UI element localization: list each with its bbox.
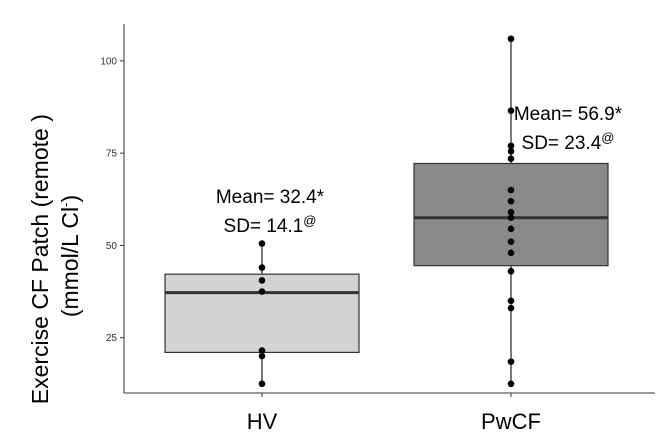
point-pwcf-11 — [507, 186, 515, 194]
annotation-sd-text-hv: SD= 14.1 — [224, 216, 304, 237]
point-pwcf-7 — [507, 225, 515, 233]
point-hv-3 — [258, 288, 266, 295]
point-pwcf-0 — [507, 380, 515, 388]
point-pwcf-9 — [507, 208, 515, 216]
annotation-sd-hv: SD= 14.1@ — [224, 213, 317, 237]
point-pwcf-5 — [507, 249, 515, 257]
point-pwcf-4 — [507, 267, 515, 275]
annotations: Mean= 32.4*SD= 14.1@Mean= 56.9*SD= 23.4@ — [216, 104, 623, 237]
point-pwcf-8 — [507, 214, 515, 222]
y-axis-title-line1: Exercise CF Patch (remote ) — [27, 114, 53, 404]
point-pwcf-3 — [507, 297, 515, 305]
point-hv-0 — [258, 380, 266, 388]
annotation-sd-superscript-hv: @ — [303, 213, 316, 228]
point-pwcf-2 — [507, 304, 515, 312]
axes — [123, 24, 655, 394]
y-tick-label-25: 25 — [106, 333, 118, 344]
y-axis-title-close: ) — [57, 195, 83, 203]
annotation-sd-text-pwcf: SD= 23.4 — [522, 133, 602, 154]
annotation-sd-pwcf: SD= 23.4@ — [522, 130, 615, 154]
annotation-mean-pwcf: Mean= 56.9* — [514, 104, 623, 125]
annotation-sd-superscript-pwcf: @ — [601, 130, 614, 145]
y-axis-title: Exercise CF Patch (remote ) (mmol/L Cl-) — [27, 108, 83, 405]
box-hv — [164, 273, 360, 354]
y-axis-title-line2: (mmol/L Cl-) — [57, 195, 83, 317]
point-pwcf-6 — [507, 238, 515, 246]
point-pwcf-13 — [507, 148, 515, 155]
point-pwcf-10 — [507, 197, 515, 205]
point-pwcf-14 — [507, 142, 515, 150]
box-pwcf — [413, 162, 609, 267]
point-hv-5 — [258, 264, 266, 271]
point-pwcf-12 — [507, 155, 515, 162]
x-tick-labels: HV PwCF — [247, 393, 541, 434]
y-axis-title-line2-text: (mmol/L Cl — [57, 207, 83, 317]
x-tick-label-hv: HV — [247, 409, 278, 434]
y-axis-title-superscript: - — [58, 203, 73, 207]
data-points — [258, 35, 515, 388]
y-tick-label-50: 50 — [106, 241, 118, 252]
y-ticks: 25 50 75 100 — [100, 56, 124, 344]
annotation-mean-hv: Mean= 32.4* — [216, 187, 325, 208]
point-hv-2 — [258, 347, 266, 354]
point-hv-1 — [258, 352, 266, 360]
boxes — [164, 38, 609, 384]
point-pwcf-15 — [507, 107, 515, 115]
point-pwcf-16 — [507, 35, 515, 43]
y-tick-label-100: 100 — [100, 56, 117, 67]
point-hv-4 — [258, 277, 266, 284]
point-hv-6 — [258, 240, 266, 247]
y-tick-label-75: 75 — [106, 149, 118, 160]
point-pwcf-1 — [507, 358, 515, 365]
x-tick-label-pwcf: PwCF — [481, 409, 541, 434]
